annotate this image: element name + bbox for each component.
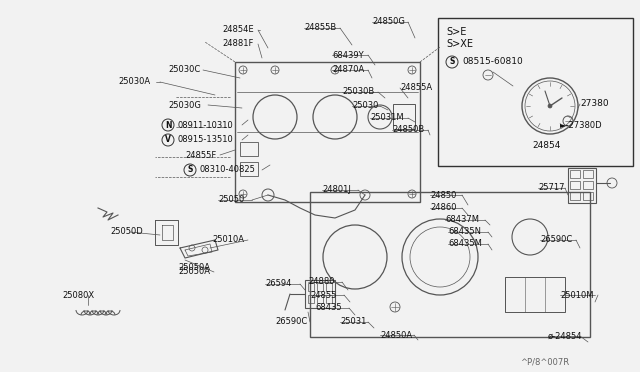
Bar — [568, 168, 596, 203]
Text: 25031M: 25031M — [370, 113, 404, 122]
Text: 26590C: 26590C — [275, 317, 307, 327]
Bar — [235, 62, 420, 202]
Text: 08915-13510: 08915-13510 — [178, 135, 234, 144]
Text: V: V — [165, 135, 171, 144]
Text: ►-27380D: ►-27380D — [560, 122, 603, 131]
Text: 24860: 24860 — [430, 203, 456, 212]
Text: 24855B: 24855B — [304, 23, 336, 32]
Text: 68435N: 68435N — [448, 228, 481, 237]
Text: 08515-60810: 08515-60810 — [462, 58, 523, 67]
Circle shape — [548, 104, 552, 108]
Text: S: S — [188, 166, 193, 174]
Text: 24880: 24880 — [308, 278, 335, 286]
Text: 68437M: 68437M — [445, 215, 479, 224]
Text: 24850G: 24850G — [372, 17, 405, 26]
Text: 25030: 25030 — [352, 102, 378, 110]
Text: 25050D: 25050D — [110, 228, 143, 237]
Bar — [305, 280, 335, 308]
Text: 25010A: 25010A — [212, 235, 244, 244]
Text: 26594: 26594 — [265, 279, 291, 289]
Text: 27380: 27380 — [580, 99, 609, 109]
Bar — [240, 162, 258, 176]
Text: 25050A: 25050A — [178, 267, 210, 276]
Text: 25031: 25031 — [340, 317, 366, 327]
Text: 24850B: 24850B — [392, 125, 424, 135]
Bar — [308, 283, 314, 291]
Text: 25010M: 25010M — [560, 291, 593, 299]
Text: 68435: 68435 — [315, 304, 342, 312]
Text: 24855: 24855 — [310, 291, 337, 299]
Text: 25080X: 25080X — [62, 291, 94, 299]
Bar — [393, 104, 415, 129]
Text: 08310-40825: 08310-40825 — [200, 166, 256, 174]
Text: 24855F: 24855F — [185, 151, 216, 160]
Text: 68439Y: 68439Y — [332, 51, 364, 60]
Text: ø-24854: ø-24854 — [548, 331, 582, 340]
Text: 24801J: 24801J — [322, 186, 351, 195]
Text: S>E: S>E — [446, 27, 467, 37]
Bar — [438, 18, 633, 166]
Text: 24881F: 24881F — [222, 39, 253, 48]
Text: 68435M: 68435M — [448, 240, 482, 248]
Bar — [505, 277, 565, 312]
Bar — [570, 181, 580, 189]
Text: 25050: 25050 — [218, 196, 244, 205]
Text: 25030G: 25030G — [168, 100, 201, 109]
Text: 26590C: 26590C — [540, 235, 572, 244]
Text: 25030C: 25030C — [168, 65, 200, 74]
Text: 24850: 24850 — [430, 190, 456, 199]
Bar — [583, 192, 593, 200]
Text: 25717: 25717 — [538, 183, 564, 192]
Bar — [317, 283, 323, 291]
Text: 25030A: 25030A — [118, 77, 150, 87]
Bar — [310, 192, 590, 337]
Text: 25030B: 25030B — [342, 87, 374, 96]
Text: 24855A: 24855A — [400, 83, 432, 93]
Text: S: S — [449, 58, 454, 67]
Bar — [308, 295, 314, 303]
Text: ^P/8^007R: ^P/8^007R — [520, 357, 569, 366]
Bar — [570, 192, 580, 200]
Bar — [583, 170, 593, 178]
Bar — [326, 295, 332, 303]
Bar — [240, 142, 258, 156]
Text: S>XE: S>XE — [446, 39, 473, 49]
Bar — [570, 170, 580, 178]
Text: 24870A: 24870A — [332, 65, 364, 74]
Text: 24854E: 24854E — [222, 26, 253, 35]
Text: 24850A: 24850A — [380, 330, 412, 340]
Text: 24854: 24854 — [532, 141, 561, 151]
Text: 25050A: 25050A — [178, 263, 210, 273]
Bar — [317, 295, 323, 303]
Text: N: N — [164, 121, 172, 129]
Text: 08911-10310: 08911-10310 — [178, 121, 234, 129]
Bar — [326, 283, 332, 291]
Bar — [583, 181, 593, 189]
